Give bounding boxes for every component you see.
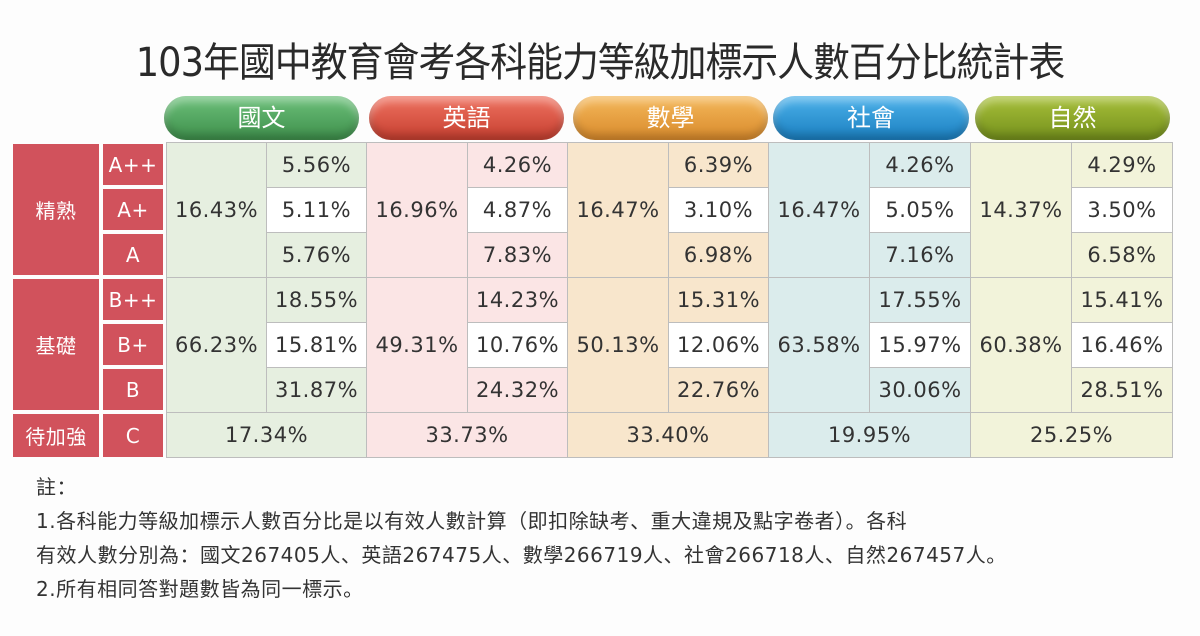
value-cell: 28.51%: [1071, 367, 1173, 413]
total-cell: 16.47%: [768, 142, 870, 278]
grade-label: A+: [103, 189, 163, 230]
value-cell: 33.40%: [567, 412, 769, 458]
group-label-proficient: 精熟: [13, 144, 99, 275]
value-cell: 4.26%: [869, 142, 971, 188]
group-label-needs-improvement: 待加強: [13, 414, 99, 457]
value-cell: 24.32%: [467, 367, 568, 413]
total-cell: 60.38%: [970, 277, 1072, 413]
value-cell: 15.31%: [668, 277, 769, 323]
notes-heading: 註：: [36, 475, 77, 499]
value-cell: 19.95%: [768, 412, 971, 458]
subject-header-math: 數學: [573, 96, 768, 140]
total-cell: 14.37%: [970, 142, 1072, 278]
total-cell: 16.47%: [567, 142, 669, 278]
value-cell: 10.76%: [467, 322, 568, 368]
note-1-line-1: 1.各科能力等級加標示人數百分比是以有效人數計算（即扣除缺考、重大違規及點字卷者…: [36, 509, 908, 533]
group-label-basic: 基礎: [13, 279, 99, 410]
total-cell: 49.31%: [366, 277, 468, 413]
value-cell: 25.25%: [970, 412, 1173, 458]
value-cell: 3.10%: [668, 187, 769, 233]
value-cell: 15.81%: [266, 322, 367, 368]
total-cell: 16.96%: [366, 142, 468, 278]
subject-header-social: 社會: [773, 96, 969, 140]
value-cell: 15.97%: [869, 322, 971, 368]
value-cell: 6.39%: [668, 142, 769, 188]
page-title: 103年國中教育會考各科能力等級加標示人數百分比統計表: [135, 40, 1066, 86]
value-cell: 5.05%: [869, 187, 971, 233]
total-cell: 63.58%: [768, 277, 870, 413]
subject-header-chinese: 國文: [164, 96, 359, 140]
value-cell: 5.56%: [266, 142, 367, 188]
note-1-line-2: 有效人數分別為：國文267405人、英語267475人、數學266719人、社會…: [36, 543, 1007, 567]
grade-label: C: [103, 414, 163, 457]
total-cell: 66.23%: [166, 277, 267, 413]
total-cell: 50.13%: [567, 277, 669, 413]
value-cell: 31.87%: [266, 367, 367, 413]
grade-label: A++: [103, 144, 163, 185]
value-cell: 17.34%: [166, 412, 367, 458]
note-2: 2.所有相同答對題數皆為同一標示。: [36, 577, 364, 601]
value-cell: 33.73%: [366, 412, 568, 458]
value-cell: 6.58%: [1071, 232, 1173, 278]
footnotes: 註： 1.各科能力等級加標示人數百分比是以有效人數計算（即扣除缺考、重大違規及點…: [36, 470, 1007, 606]
value-cell: 4.29%: [1071, 142, 1173, 188]
grade-label: B: [103, 369, 163, 410]
value-cell: 5.76%: [266, 232, 367, 278]
value-cell: 14.23%: [467, 277, 568, 323]
value-cell: 18.55%: [266, 277, 367, 323]
value-cell: 4.26%: [467, 142, 568, 188]
grade-label: A: [103, 234, 163, 275]
value-cell: 7.16%: [869, 232, 971, 278]
value-cell: 16.46%: [1071, 322, 1173, 368]
grade-label: B+: [103, 324, 163, 365]
value-cell: 30.06%: [869, 367, 971, 413]
value-cell: 7.83%: [467, 232, 568, 278]
value-cell: 4.87%: [467, 187, 568, 233]
value-cell: 6.98%: [668, 232, 769, 278]
value-cell: 5.11%: [266, 187, 367, 233]
value-cell: 17.55%: [869, 277, 971, 323]
total-cell: 16.43%: [166, 142, 267, 278]
value-cell: 22.76%: [668, 367, 769, 413]
value-cell: 12.06%: [668, 322, 769, 368]
subject-header-science: 自然: [975, 96, 1170, 140]
value-cell: 15.41%: [1071, 277, 1173, 323]
grade-label: B++: [103, 279, 163, 320]
value-cell: 3.50%: [1071, 187, 1173, 233]
subject-header-english: 英語: [369, 96, 564, 140]
